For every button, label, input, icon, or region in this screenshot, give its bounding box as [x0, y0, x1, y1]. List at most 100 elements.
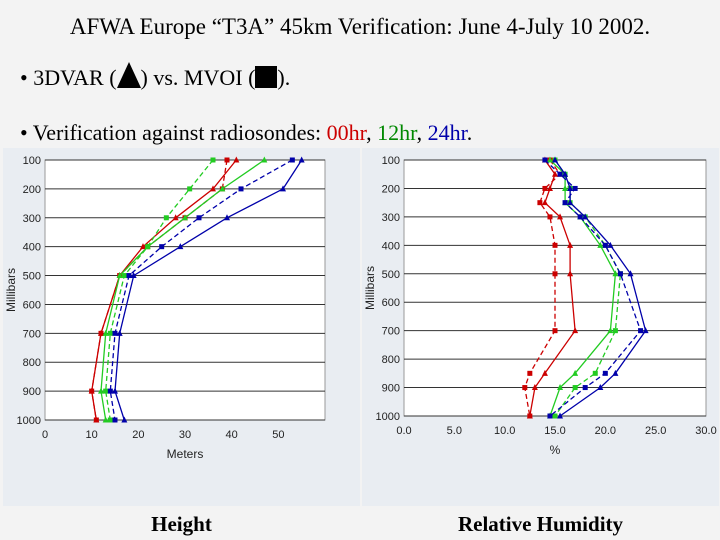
triangle-data-point — [627, 270, 634, 277]
y-tick-label: 700 — [382, 326, 400, 338]
y-tick-label: 400 — [382, 240, 400, 252]
square-data-point — [552, 242, 558, 248]
triangle-data-point — [567, 241, 574, 248]
square-data-point — [159, 244, 165, 250]
square-data-point — [163, 215, 169, 221]
bullet2-prefix: • Verification against radiosondes: — [20, 120, 327, 145]
x-tick-label: 0 — [42, 429, 48, 441]
square-data-point — [552, 271, 558, 277]
x-tick-label: 15.0 — [544, 425, 565, 437]
height-chart-panel: 100 200 300 400 500 600 700 800 900 1000 0 10 20 30 40… — [3, 148, 360, 506]
triangle-data-point — [572, 327, 579, 334]
series-line — [109, 159, 293, 421]
y-tick-label: 600 — [23, 299, 41, 311]
square-data-point — [107, 330, 113, 336]
triangle-data-point — [572, 369, 579, 376]
x-tick-label: 10.0 — [494, 425, 515, 437]
square-data-point — [552, 328, 558, 334]
x-tick-label: 0.0 — [396, 425, 411, 437]
square-data-point — [98, 330, 104, 336]
triangle-data-point — [112, 387, 118, 394]
triangle-data-point — [182, 214, 188, 221]
x-axis-label: % — [550, 443, 561, 457]
caption-relative-humidity: Relative Humidity — [457, 512, 624, 536]
square-data-point — [121, 273, 127, 279]
triangle-data-point — [567, 270, 574, 277]
square-data-point — [126, 273, 132, 279]
square-data-point — [112, 330, 118, 336]
y-tick-label: 1000 — [376, 411, 400, 423]
x-tick-label: 20.0 — [595, 425, 616, 437]
series-line — [544, 159, 642, 417]
triangle-data-point — [582, 213, 589, 220]
triangle-data-point — [597, 384, 604, 391]
square-data-point — [572, 385, 578, 391]
square-data-point — [602, 242, 608, 248]
triangle-data-point — [607, 241, 614, 248]
series-line — [100, 159, 265, 421]
square-data-point — [93, 417, 99, 423]
square-data-point — [557, 171, 563, 177]
triangle-data-point — [541, 199, 548, 206]
square-data-point — [187, 186, 193, 192]
triangle-data-point — [531, 384, 538, 391]
square-data-point — [89, 388, 95, 394]
square-data-point — [210, 157, 216, 163]
triangle-data-point — [557, 412, 564, 419]
bullet-3dvar-vs-mvoi: • 3DVAR () vs. MVOI (). — [20, 62, 290, 91]
series-line — [91, 159, 228, 421]
x-tick-label: 30.0 — [695, 425, 716, 437]
legend-12hr: 12hr — [377, 120, 417, 145]
y-tick-label: 700 — [23, 328, 41, 340]
triangle-data-point — [116, 272, 123, 279]
triangle-marker-icon — [116, 62, 141, 88]
y-tick-label: 900 — [23, 386, 41, 398]
triangle-data-point — [607, 327, 614, 334]
legend-24hr: 24hr — [427, 120, 467, 145]
triangle-data-point — [102, 416, 109, 423]
x-tick-label: 10 — [86, 429, 98, 441]
x-tick-label: 40 — [226, 429, 238, 441]
triangle-data-point — [261, 156, 268, 163]
rh-chart-panel: 100 200 300 400 500 600 700 800 900 1000 0.0 5.0 10.… — [362, 148, 719, 506]
triangle-data-point — [140, 243, 146, 250]
y-axis-label: Millibars — [363, 266, 377, 310]
triangle-data-point — [552, 156, 558, 163]
square-data-point — [238, 186, 244, 192]
rh-chart: 100 200 300 400 500 600 700 800 900 1000 0.0 5.0 10.… — [363, 155, 717, 457]
triangle-data-point — [298, 156, 305, 163]
bullet-verification: • Verification against radiosondes: 00hr… — [20, 120, 472, 146]
bullet2-sep2: , — [416, 120, 428, 145]
square-data-point — [224, 157, 230, 163]
triangle-data-point — [557, 213, 564, 220]
triangle-data-point — [280, 185, 286, 192]
triangle-data-point — [541, 369, 548, 376]
square-data-point — [542, 157, 548, 163]
triangle-data-point — [219, 185, 226, 192]
x-axis-label: Meters — [167, 447, 204, 461]
square-data-point — [145, 244, 151, 250]
x-tick-label: 25.0 — [645, 425, 666, 437]
y-tick-label: 500 — [382, 269, 400, 281]
x-tick-label: 30 — [179, 429, 191, 441]
square-data-point — [103, 388, 109, 394]
triangle-data-point — [546, 156, 553, 163]
square-data-point — [547, 413, 553, 419]
y-tick-label: 100 — [23, 155, 41, 167]
y-tick-label: 800 — [382, 354, 400, 366]
triangle-data-point — [597, 241, 604, 248]
triangle-data-point — [562, 184, 569, 191]
square-data-point — [612, 328, 618, 334]
legend-00hr: 00hr — [326, 120, 367, 145]
square-data-point — [552, 413, 558, 419]
square-data-point — [638, 328, 644, 334]
triangle-data-point — [612, 369, 619, 376]
triangle-data-point — [612, 270, 619, 277]
slide-title: AFWA Europe “T3A” 45km Verification: Jun… — [69, 14, 651, 39]
square-data-point — [522, 385, 528, 391]
triangle-data-point — [642, 327, 649, 334]
y-tick-label: 300 — [382, 212, 400, 224]
y-tick-label: 1000 — [17, 415, 41, 427]
square-data-point — [617, 271, 623, 277]
triangle-data-point — [177, 243, 184, 250]
